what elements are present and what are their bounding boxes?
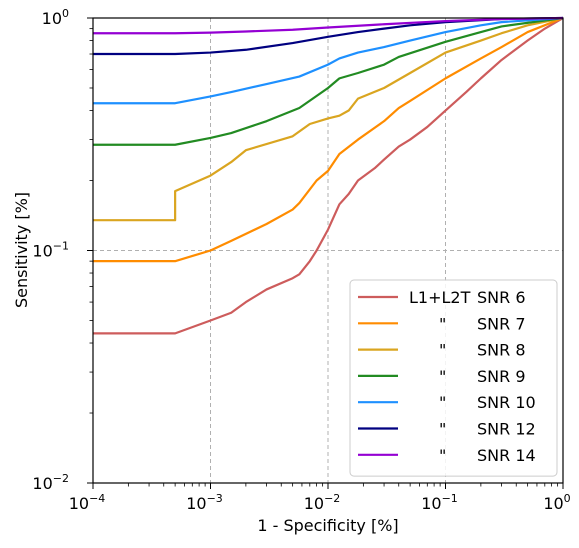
legend-snr: SNR 9: [477, 367, 526, 386]
y-tick-label: 10−2: [32, 472, 69, 493]
x-tick-label: 10−3: [186, 492, 223, 513]
series-line-snr-7: [93, 16, 564, 263]
x-tick-label: 100: [543, 492, 570, 513]
legend-prefix: ": [439, 446, 446, 465]
legend-prefix: ": [439, 314, 446, 333]
series-line-snr-14: [93, 16, 564, 35]
y-tick-label: 100: [42, 7, 69, 28]
legend-prefix: ": [439, 341, 446, 360]
x-tick-label: 10−2: [304, 492, 341, 513]
x-tick-label: 10−4: [69, 492, 106, 513]
x-tick-label: 10−1: [421, 492, 458, 513]
x-axis-title: 1 - Specificity [%]: [257, 516, 398, 535]
legend-snr: SNR 6: [477, 288, 526, 307]
legend-snr: SNR 14: [477, 446, 536, 465]
legend-box: [349, 279, 558, 477]
series-line-snr-6: [93, 17, 564, 335]
y-tick-label: 10−1: [32, 240, 69, 261]
series-line-snr-8: [93, 16, 564, 222]
legend-prefix: ": [439, 393, 446, 412]
legend-prefix: ": [439, 420, 446, 439]
axis-layer: 10−4 10−3 10−2 10−1 100 10−2 10−1 100: [32, 7, 570, 513]
series-line-snr-9: [93, 16, 564, 146]
series-layer: [93, 16, 564, 335]
legend-snr: SNR 8: [477, 341, 526, 360]
legend: L1+L2T SNR 6 " SNR 7 " SNR 8 " SNR 9 " SNR 10 " SNR…: [349, 279, 558, 477]
legend-prefix: ": [439, 367, 446, 386]
legend-snr: SNR 7: [477, 314, 526, 333]
legend-snr: SNR 10: [477, 393, 536, 412]
legend-snr: SNR 12: [477, 420, 536, 439]
y-axis-title: Sensitivity [%]: [12, 192, 31, 308]
series-line-snr-10: [93, 16, 564, 105]
legend-prefix: L1+L2T: [409, 288, 471, 307]
